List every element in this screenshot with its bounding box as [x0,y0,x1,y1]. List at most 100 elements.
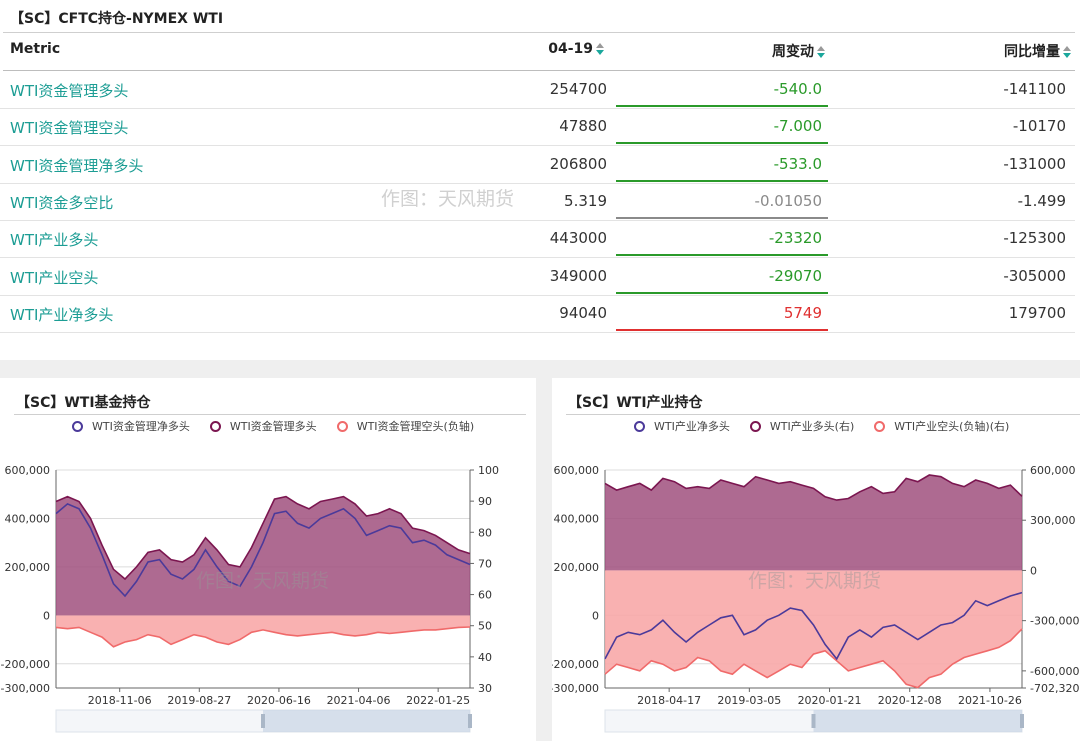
yoy-change-value: 179700 [1008,303,1066,322]
chart-title: 【SC】WTI基金持仓 [16,395,151,411]
change-indicator-bar [616,105,828,107]
metric-value: 206800 [549,154,607,173]
y-left-tick-label: -300,000 [1,682,50,695]
x-tick-label: 2019-03-05 [717,694,781,707]
legend-marker-icon [628,421,650,432]
y-right-tick-label: 90 [478,495,492,508]
chart-title-divider [14,414,526,415]
series-area [605,475,1022,571]
metric-value: 254700 [549,80,607,98]
metric-link[interactable]: WTI资金管理空头 [10,119,129,138]
cftc-table-panel: 【SC】CFTC持仓-NYMEX WTI Metric 04-19 周变动 同比… [0,0,1080,360]
chart-title: 【SC】WTI产业持仓 [568,395,703,411]
sort-icon[interactable] [816,46,826,58]
table-row[interactable]: WTI资金管理多头 254700 -540.0 -141100 [0,71,1075,109]
weekly-change-value: -0.01050 [754,191,822,210]
zoom-slider-handle [1020,714,1024,728]
series-area [56,496,470,616]
header-weekly-change[interactable]: 周变动 [772,41,826,61]
chart-watermark: 作图：天风期货 [196,570,330,592]
x-tick-label: 2020-12-08 [878,694,942,707]
series-line [604,474,1023,501]
y-left-tick-label: 600,000 [5,464,51,477]
legend-item[interactable]: WTI产业空头(负轴)(右) [868,418,1009,434]
zoom-slider-handle [261,714,265,728]
x-tick-label: 2019-08-27 [167,694,231,707]
metric-link[interactable]: WTI资金管理多头 [10,82,129,100]
series-line [55,495,471,581]
zoom-slider-handle [468,714,472,728]
chart-legend: WTI产业净多头 WTI产业多头(右) WTI产业空头(负轴)(右) [628,418,1009,434]
legend-marker-icon [331,421,353,432]
series-line [604,591,1023,661]
legend-item[interactable]: WTI资金管理多头 [204,418,317,434]
metric-link[interactable]: WTI产业净多头 [10,305,114,324]
header-divider [3,70,1075,71]
metric-value: 47880 [559,117,607,136]
y-left-tick-label: 400,000 [5,512,51,525]
fund-position-chart-panel: 【SC】WTI基金持仓 WTI资金管理净多头 WTI资金管理多头 WTI资金管理… [0,378,536,741]
legend-item[interactable]: WTI资金管理净多头 [66,418,190,434]
x-tick-label: 2021-04-06 [327,694,391,707]
legend-item[interactable]: WTI产业多头(右) [744,418,854,434]
chart-title-divider [566,414,1080,415]
table-title: 【SC】CFTC持仓-NYMEX WTI [10,11,224,27]
y-right-tick-label: 50 [478,620,492,633]
chart-watermark: 作图：天风期货 [748,570,882,592]
yoy-change-value: -10170 [1012,117,1066,136]
sort-icon[interactable] [1062,46,1072,58]
metric-link[interactable]: WTI资金管理净多头 [10,156,144,175]
y-left-tick-label: 0 [43,609,50,622]
yoy-change-value: -305000 [1003,266,1066,285]
weekly-change-value: -7.000 [773,117,822,136]
table-watermark: 作图：天风期货 [381,188,515,210]
y-right-tick-label: 60 [478,589,492,602]
change-indicator-bar [616,216,828,219]
metric-value: 443000 [549,229,607,248]
yoy-change-value: -131000 [1003,154,1066,173]
y-right-tick-label: -300,000 [1030,615,1079,628]
yoy-change-value: -141100 [1003,80,1066,98]
legend-marker-icon [204,421,226,432]
weekly-change-value: -23320 [768,229,822,248]
series-area [605,570,1022,688]
metric-link[interactable]: WTI资金多空比 [10,193,114,212]
legend-marker-icon [66,421,88,432]
y-right-tick-label: 30 [478,682,492,695]
industry-position-chart: 600,000 400,000 200,000 0 -200,000 -300,000 60… [552,464,1079,733]
zoom-slider-handle [811,714,816,728]
header-metric: Metric [10,41,61,57]
y-left-tick-label: -200,000 [552,658,599,671]
y-right-tick-label: 300,000 [1030,514,1076,527]
change-indicator-bar [616,291,828,294]
metric-link[interactable]: WTI产业多头 [10,231,99,250]
table-row[interactable]: WTI资金管理空头 47880 -7.000 -10170 [0,108,1075,147]
table-row[interactable]: WTI资金多空比 5.319 -0.01050 -1.499 [0,183,1075,221]
table-row[interactable]: WTI资金管理净多头 206800 -533.0 -131000 [0,146,1075,184]
x-tick-label: 2018-04-17 [637,694,701,707]
header-yoy-change[interactable]: 同比增量 [1004,41,1072,61]
y-right-tick-label: 80 [478,526,492,539]
table-row[interactable]: WTI产业多头 443000 -23320 -125300 [0,220,1075,259]
metric-value: 94040 [559,303,607,322]
sort-icon[interactable] [595,43,605,55]
change-indicator-bar [616,328,828,331]
header-date[interactable]: 04-19 [548,41,605,57]
y-left-tick-label: 0 [592,609,599,622]
y-right-tick-label: -600,000 [1030,665,1079,678]
metric-value: 349000 [549,266,607,285]
x-tick-label: 2020-01-21 [798,694,862,707]
series-line [55,502,471,598]
y-left-tick-label: -200,000 [1,658,50,671]
legend-item[interactable]: WTI产业净多头 [628,418,730,434]
x-tick-label: 2018-11-06 [88,694,152,707]
legend-item[interactable]: WTI资金管理空头(负轴) [331,418,474,434]
table-row[interactable]: WTI产业净多头 94040 5749 179700 [0,295,1075,333]
table-row[interactable]: WTI产业空头 349000 -29070 -305000 [0,258,1075,296]
y-left-tick-label: 200,000 [554,561,600,574]
metric-link[interactable]: WTI产业空头 [10,268,99,287]
y-right-tick-label: -702,320 [1030,682,1079,695]
y-left-tick-label: 200,000 [5,561,51,574]
series-area [56,615,470,647]
weekly-change-value: -540.0 [773,80,822,98]
